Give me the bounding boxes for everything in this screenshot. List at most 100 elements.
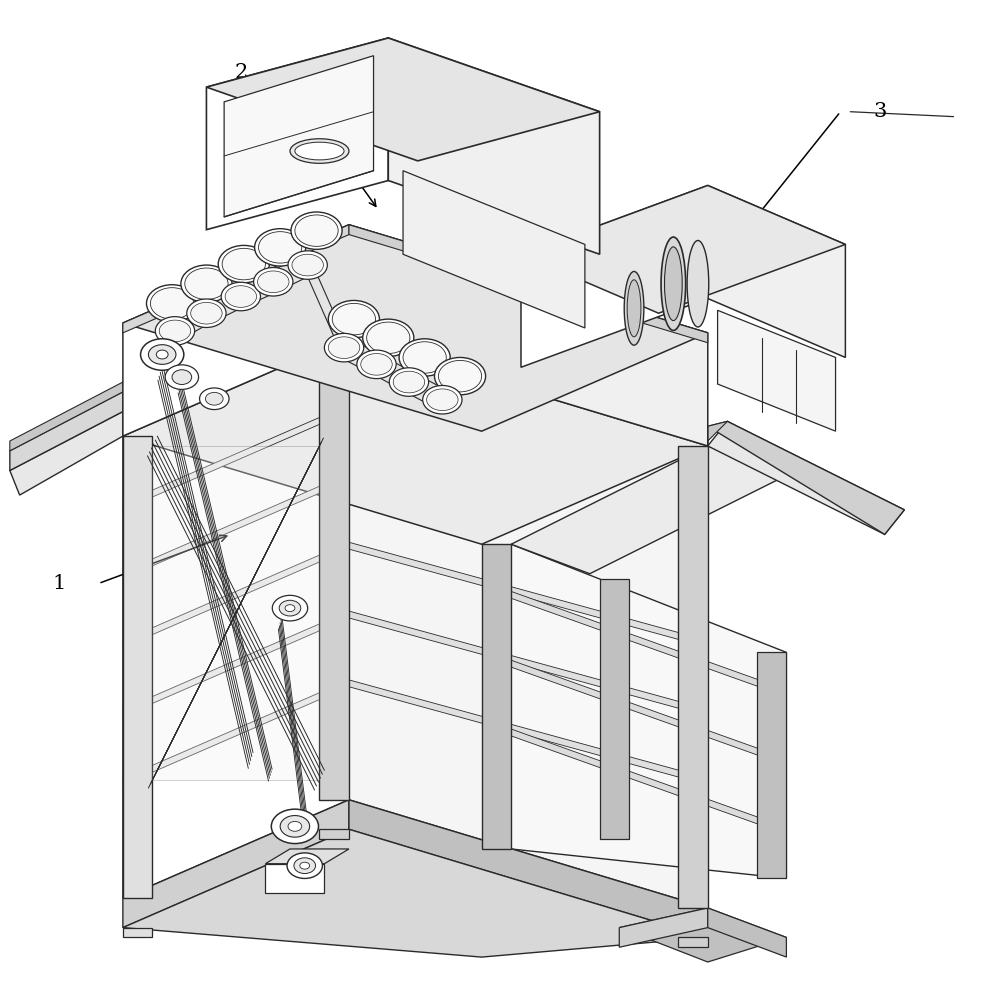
Ellipse shape [225,286,257,307]
Ellipse shape [259,232,302,263]
Polygon shape [10,382,123,451]
Polygon shape [152,446,319,780]
Polygon shape [265,864,324,893]
Ellipse shape [218,245,269,283]
Polygon shape [708,421,904,534]
Polygon shape [708,421,904,534]
Ellipse shape [141,339,184,370]
Polygon shape [123,225,349,333]
Polygon shape [123,436,152,898]
Ellipse shape [165,365,199,389]
Ellipse shape [423,385,462,414]
Ellipse shape [393,371,425,393]
Ellipse shape [328,337,360,358]
Ellipse shape [294,858,316,874]
Ellipse shape [687,240,709,327]
Ellipse shape [200,388,229,410]
Polygon shape [349,800,708,937]
Polygon shape [708,908,786,957]
Ellipse shape [187,299,226,327]
Text: 1: 1 [52,574,66,593]
Ellipse shape [255,229,306,266]
Polygon shape [708,185,845,357]
Polygon shape [123,225,708,431]
Polygon shape [319,338,349,800]
Polygon shape [123,800,349,928]
Polygon shape [123,225,349,436]
Polygon shape [708,421,727,446]
Polygon shape [349,338,708,908]
Polygon shape [511,729,786,834]
Polygon shape [511,446,786,574]
Polygon shape [265,849,349,864]
Text: 2: 2 [234,63,248,82]
Polygon shape [206,38,600,161]
Ellipse shape [280,816,310,837]
Polygon shape [123,338,708,544]
Polygon shape [678,446,708,908]
Polygon shape [678,937,708,947]
Ellipse shape [290,139,349,163]
Polygon shape [206,38,388,230]
Ellipse shape [332,303,376,335]
Ellipse shape [661,237,686,330]
Ellipse shape [258,271,289,293]
Ellipse shape [357,350,396,379]
Ellipse shape [300,862,310,869]
Polygon shape [521,185,845,313]
Polygon shape [123,680,349,785]
Polygon shape [482,544,511,849]
Polygon shape [619,908,708,947]
Polygon shape [388,38,600,254]
Polygon shape [123,611,349,716]
Polygon shape [10,412,123,495]
Ellipse shape [185,268,228,299]
Polygon shape [511,544,786,878]
Polygon shape [349,542,708,647]
Ellipse shape [295,142,344,160]
Polygon shape [511,591,786,697]
Ellipse shape [271,809,318,844]
Ellipse shape [287,853,322,878]
Polygon shape [123,473,349,579]
Ellipse shape [324,333,364,362]
Ellipse shape [434,357,486,395]
Ellipse shape [254,268,293,296]
Ellipse shape [403,342,446,373]
Ellipse shape [279,600,301,616]
Polygon shape [319,829,349,839]
Polygon shape [757,652,786,878]
Ellipse shape [328,300,379,338]
Polygon shape [123,928,152,937]
Ellipse shape [272,595,308,621]
Polygon shape [123,542,349,647]
Ellipse shape [361,354,392,375]
Ellipse shape [285,605,295,612]
Polygon shape [403,171,585,328]
Ellipse shape [191,302,222,324]
Ellipse shape [665,247,682,321]
Ellipse shape [159,320,191,342]
Ellipse shape [288,251,327,279]
Ellipse shape [624,271,644,345]
Ellipse shape [295,215,338,246]
Ellipse shape [367,322,410,354]
Polygon shape [123,405,349,510]
Ellipse shape [172,370,192,384]
Ellipse shape [221,282,260,311]
Ellipse shape [148,345,176,364]
Polygon shape [123,338,349,898]
Ellipse shape [146,285,198,322]
Polygon shape [619,908,786,962]
Ellipse shape [150,288,194,319]
Ellipse shape [155,317,195,345]
Ellipse shape [205,392,223,405]
Text: 3: 3 [873,102,887,121]
Polygon shape [349,680,708,785]
Ellipse shape [438,360,482,392]
Polygon shape [10,392,123,471]
Ellipse shape [291,212,342,249]
Ellipse shape [427,389,458,411]
Polygon shape [600,579,629,839]
Polygon shape [224,56,374,217]
